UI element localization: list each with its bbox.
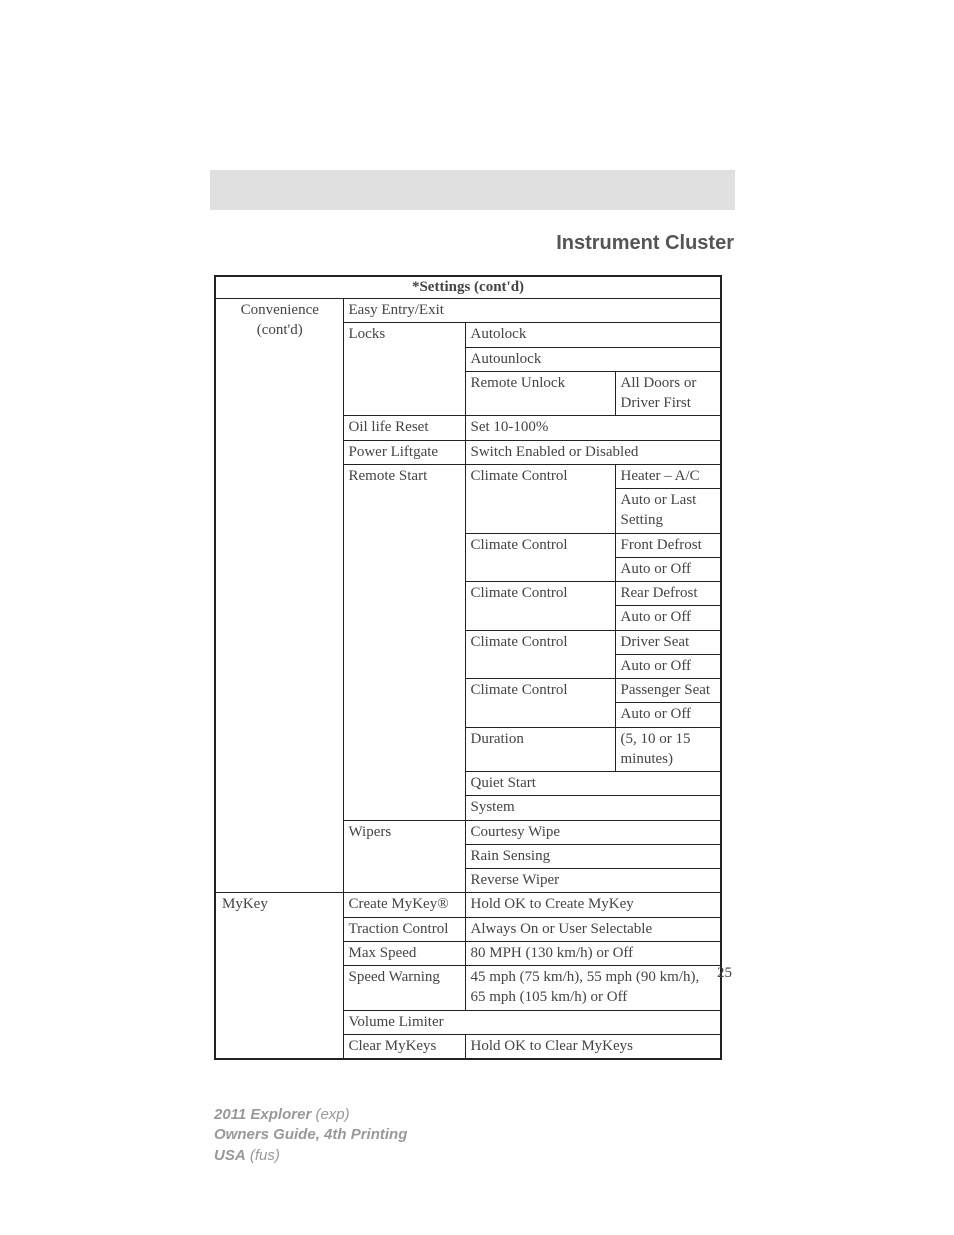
category-convenience: Convenience (cont'd)	[215, 299, 343, 893]
row-remote-unlock-val: All Doors or Driver First	[615, 371, 721, 416]
row-rear-defrost: Rear Defrost	[615, 582, 721, 606]
row-climate-2: Climate Control	[465, 533, 615, 582]
row-speed-warning-val: 45 mph (75 km/h), 55 mph (90 km/h), 65 m…	[465, 966, 721, 1011]
row-climate-5: Climate Control	[465, 679, 615, 728]
footer-guide: Owners Guide, 4th Printing	[214, 1125, 407, 1145]
row-max-speed-val: 80 MPH (130 km/h) or Off	[465, 941, 721, 965]
row-system: System	[465, 796, 721, 820]
row-traction-val: Always On or User Selectable	[465, 917, 721, 941]
row-heater-ac: Heater – A/C	[615, 464, 721, 488]
section-title: Instrument Cluster	[556, 232, 734, 255]
settings-table: *Settings (cont'd) Convenience (cont'd) …	[214, 275, 720, 1060]
footer-region: USA	[214, 1147, 246, 1164]
row-easy-entry: Easy Entry/Exit	[343, 299, 721, 323]
header-bar	[210, 170, 735, 210]
row-max-speed: Max Speed	[343, 941, 465, 965]
row-locks: Locks	[343, 323, 465, 416]
category-mykey: MyKey	[215, 893, 343, 1059]
row-driver-seat: Driver Seat	[615, 630, 721, 654]
table-header: *Settings (cont'd)	[215, 276, 721, 299]
row-clear-mykeys: Clear MyKeys	[343, 1034, 465, 1059]
row-volume-limiter: Volume Limiter	[343, 1010, 721, 1034]
row-duration-val: (5, 10 or 15 minutes)	[615, 727, 721, 772]
row-speed-warning: Speed Warning	[343, 966, 465, 1011]
row-clear-mykeys-val: Hold OK to Clear MyKeys	[465, 1034, 721, 1059]
row-autounlock: Autounlock	[465, 347, 721, 371]
row-auto-off-4: Auto or Off	[615, 703, 721, 727]
footer-region-code: (fus)	[250, 1147, 280, 1164]
row-auto-off-1: Auto or Off	[615, 557, 721, 581]
row-reverse-wiper: Reverse Wiper	[465, 869, 721, 893]
row-courtesy-wipe: Courtesy Wipe	[465, 820, 721, 844]
row-quiet-start: Quiet Start	[465, 772, 721, 796]
row-wipers: Wipers	[343, 820, 465, 893]
row-rain-sensing: Rain Sensing	[465, 844, 721, 868]
row-climate-4: Climate Control	[465, 630, 615, 679]
row-remote-start: Remote Start	[343, 464, 465, 820]
footer: 2011 Explorer (exp) Owners Guide, 4th Pr…	[214, 1105, 407, 1166]
row-passenger-seat: Passenger Seat	[615, 679, 721, 703]
row-power-liftgate-val: Switch Enabled or Disabled	[465, 440, 721, 464]
row-duration: Duration	[465, 727, 615, 772]
row-climate-1: Climate Control	[465, 464, 615, 533]
footer-model-code: (exp)	[315, 1106, 349, 1123]
page-number: 25	[717, 965, 732, 982]
row-traction: Traction Control	[343, 917, 465, 941]
row-front-defrost: Front Defrost	[615, 533, 721, 557]
row-oil-life: Oil life Reset	[343, 416, 465, 440]
row-oil-life-val: Set 10-100%	[465, 416, 721, 440]
row-power-liftgate: Power Liftgate	[343, 440, 465, 464]
footer-model: 2011 Explorer	[214, 1106, 311, 1123]
row-remote-unlock: Remote Unlock	[465, 371, 615, 416]
row-climate-3: Climate Control	[465, 582, 615, 631]
row-auto-off-3: Auto or Off	[615, 654, 721, 678]
row-autolock: Autolock	[465, 323, 721, 347]
row-create-mykey: Create MyKey®	[343, 893, 465, 917]
row-auto-last: Auto or Last Setting	[615, 489, 721, 534]
row-create-mykey-val: Hold OK to Create MyKey	[465, 893, 721, 917]
row-auto-off-2: Auto or Off	[615, 606, 721, 630]
